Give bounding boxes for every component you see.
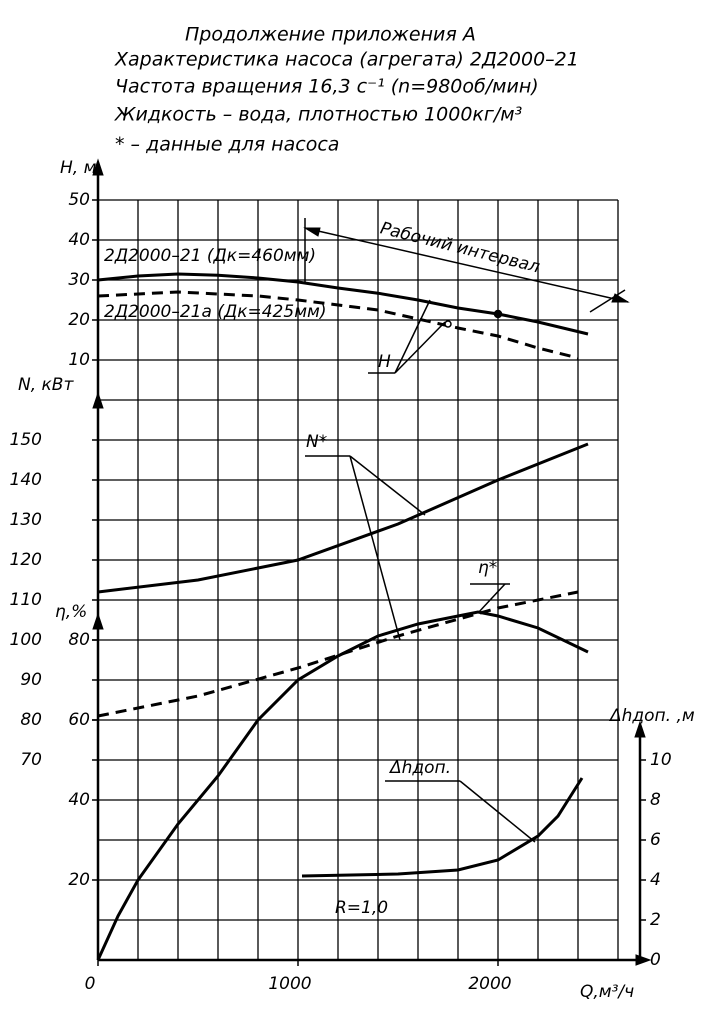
frame	[92, 158, 652, 966]
point	[493, 309, 503, 319]
curve	[96, 610, 589, 961]
curve	[301, 777, 584, 878]
y-tick-label: 20	[68, 310, 90, 330]
y-tick-label: 30	[68, 270, 90, 290]
y-tick-label: 70	[20, 750, 42, 770]
y-tick-label: 2	[650, 910, 661, 930]
y-axis-label: Δhдоп. ,м	[608, 706, 695, 726]
y-tick-label: 0	[650, 950, 661, 970]
y-tick-label: 90	[20, 670, 42, 690]
title-line: Продолжение приложения А	[185, 24, 476, 46]
y-tick-label: 10	[68, 350, 90, 370]
y-tick-label: 6	[650, 830, 661, 850]
y-tick-label: 120	[10, 550, 42, 570]
y-tick-label: 8	[650, 790, 661, 810]
y-axis-label: N, кВт	[18, 375, 74, 395]
annotation: η*	[478, 558, 497, 578]
annotation: N*	[306, 432, 327, 452]
annotation: R=1,0	[335, 898, 388, 918]
y-tick-label: 110	[10, 590, 42, 610]
x-tick-label: 0	[85, 974, 96, 994]
y-tick-label: 20	[68, 870, 90, 890]
title-line: * – данные для насоса	[115, 134, 339, 156]
title-line: Частота вращения 16,3 с⁻¹ (n=980об/мин)	[115, 76, 539, 98]
y-tick-label: 150	[10, 430, 42, 450]
y-tick-label: 100	[10, 630, 42, 650]
annotation: 2Д2000–21 (Дк=460мм)	[104, 246, 316, 266]
x-tick-label: 1000	[268, 974, 311, 994]
annotation: 2Д2000–21а (Дк=425мм)	[104, 302, 326, 322]
point	[444, 320, 452, 328]
y-axis-label: H, м	[60, 158, 97, 178]
y-tick-label: 80	[20, 710, 42, 730]
y-tick-label: 10	[650, 750, 672, 770]
annotation: Рабочий интервал	[378, 218, 542, 277]
annotation: H	[378, 352, 391, 372]
y-tick-label: 130	[10, 510, 42, 530]
y-axis-label: η,%	[55, 602, 87, 622]
y-tick-label: 40	[68, 230, 90, 250]
y-tick-label: 60	[68, 710, 90, 730]
y-tick-label: 140	[10, 470, 42, 490]
y-tick-label: 4	[650, 870, 661, 890]
x-tick-label: 2000	[468, 974, 511, 994]
y-tick-label: 80	[68, 630, 90, 650]
y-tick-label: 50	[68, 190, 90, 210]
curve	[97, 442, 589, 594]
annotation: Δhдоп.	[388, 758, 451, 778]
x-axis-label: Q,м³/ч	[580, 982, 634, 1002]
y-tick-label: 40	[68, 790, 90, 810]
title-line: Характеристика насоса (агрегата) 2Д2000–…	[114, 49, 579, 71]
title-line: Жидкость – вода, плотностью 1000кг/м³	[114, 104, 522, 126]
